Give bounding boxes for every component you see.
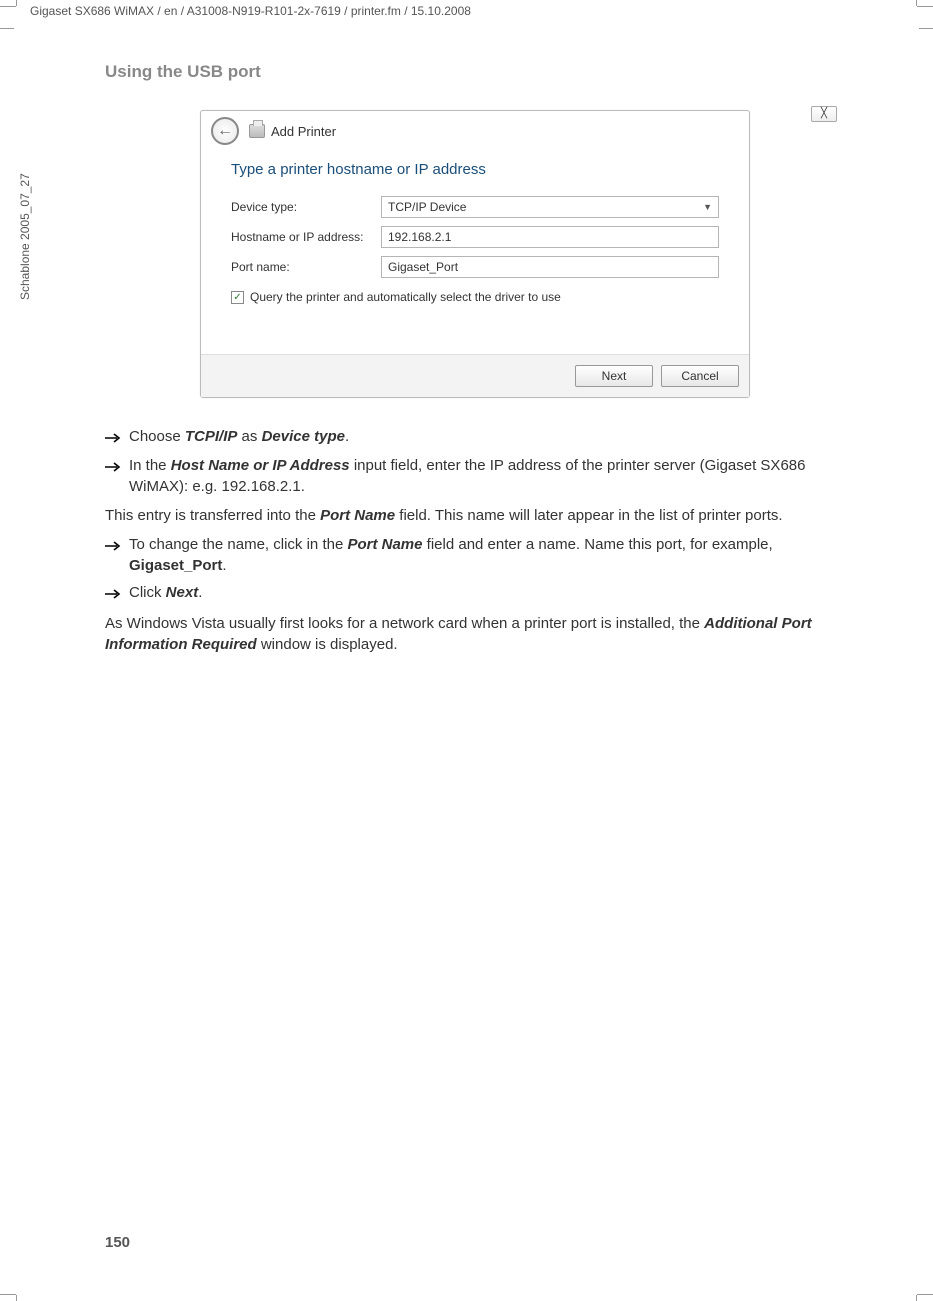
- bullet-arrow-icon: [105, 534, 129, 557]
- wizard-title: Add Printer: [271, 124, 336, 139]
- dialog-heading: Type a printer hostname or IP address: [201, 145, 749, 192]
- back-arrow-icon: ←: [217, 123, 233, 139]
- page-number: 150: [105, 1234, 130, 1251]
- text: field. This name will later appear in th…: [395, 507, 782, 524]
- query-driver-checkbox[interactable]: ✓: [231, 291, 244, 304]
- text: .: [345, 428, 349, 445]
- bullet-arrow-icon: [105, 582, 129, 605]
- text-bold: Host Name or IP Address: [171, 457, 350, 474]
- text-bold: TCPI/IP: [185, 428, 238, 445]
- printer-icon: [249, 124, 265, 138]
- query-driver-label: Query the printer and automatically sele…: [250, 290, 561, 304]
- text-bold: Port Name: [320, 507, 395, 524]
- back-button[interactable]: ←: [211, 117, 239, 145]
- text: .: [222, 557, 226, 574]
- portname-input[interactable]: Gigaset_Port: [381, 256, 719, 278]
- portname-label: Port name:: [231, 260, 381, 274]
- text: In the: [129, 457, 171, 474]
- crop-mark: [916, 0, 917, 6]
- text: Choose: [129, 428, 185, 445]
- device-type-select[interactable]: TCP/IP Device ▼: [381, 196, 719, 218]
- crop-mark: [917, 1294, 933, 1295]
- section-title: Using the USB port: [105, 62, 261, 82]
- text-bold: Device type: [262, 428, 345, 445]
- crop-mark: [917, 6, 933, 7]
- crop-mark: [0, 1294, 16, 1295]
- doc-side-text: Schablone 2005_07_27: [18, 173, 32, 300]
- dialog-titlebar: ← Add Printer: [201, 111, 749, 145]
- text-bold: Gigaset_Port: [129, 557, 222, 574]
- text: field and enter a name. Name this port, …: [423, 536, 773, 553]
- text: As Windows Vista usually first looks for…: [105, 615, 704, 632]
- device-type-label: Device type:: [231, 200, 381, 214]
- crop-mark: [16, 0, 17, 6]
- text: Click: [129, 584, 166, 601]
- text: This entry is transferred into the: [105, 507, 320, 524]
- device-type-value: TCP/IP Device: [388, 200, 466, 214]
- next-button[interactable]: Next: [575, 365, 653, 387]
- text-bold: Port Name: [347, 536, 422, 553]
- dialog-footer: Next Cancel: [201, 354, 749, 397]
- bullet-arrow-icon: [105, 455, 129, 478]
- instruction-text: Choose TCPI/IP as Device type. In the Ho…: [105, 426, 845, 655]
- hostname-label: Hostname or IP address:: [231, 230, 381, 244]
- text: .: [198, 584, 202, 601]
- crop-mark: [919, 28, 933, 29]
- chevron-down-icon: ▼: [703, 202, 712, 212]
- crop-mark: [16, 1295, 17, 1301]
- text: window is displayed.: [257, 636, 398, 653]
- text: as: [237, 428, 261, 445]
- bullet-arrow-icon: [105, 426, 129, 449]
- crop-mark: [0, 6, 16, 7]
- crop-mark: [0, 28, 14, 29]
- doc-header-path: Gigaset SX686 WiMAX / en / A31008-N919-R…: [30, 4, 471, 18]
- add-printer-dialog: ╳ ← Add Printer Type a printer hostname …: [200, 110, 750, 398]
- close-button[interactable]: ╳: [811, 106, 837, 122]
- hostname-input[interactable]: 192.168.2.1: [381, 226, 719, 248]
- cancel-button[interactable]: Cancel: [661, 365, 739, 387]
- crop-mark: [916, 1295, 917, 1301]
- text: To change the name, click in the: [129, 536, 347, 553]
- text-bold: Next: [166, 584, 199, 601]
- page-content: ╳ ← Add Printer Type a printer hostname …: [105, 100, 845, 663]
